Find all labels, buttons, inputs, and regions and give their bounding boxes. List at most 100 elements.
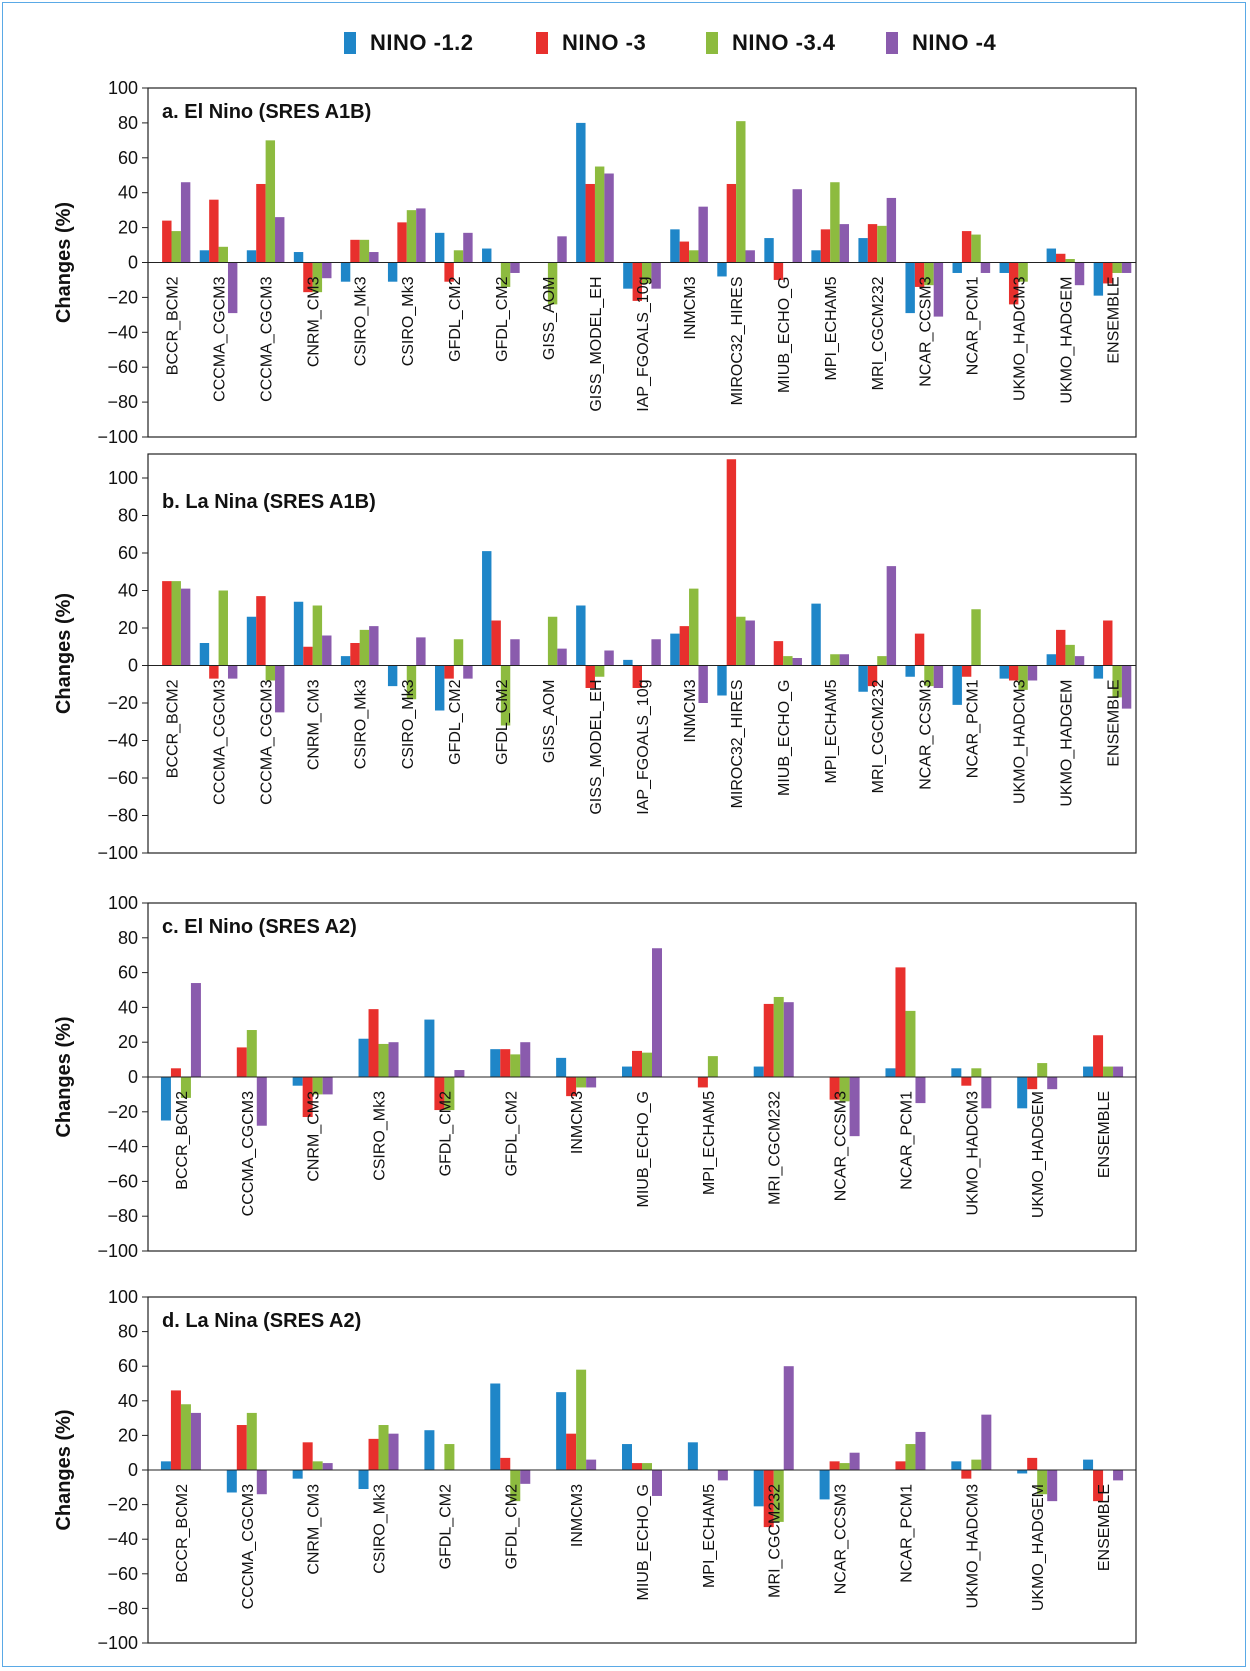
- bar: [236, 1425, 247, 1470]
- bar: [368, 1438, 379, 1470]
- bar: [753, 1066, 764, 1077]
- bar: [162, 581, 172, 666]
- y-tick-label: 0: [128, 656, 138, 676]
- category-label: BCCR_BCM2: [174, 1484, 191, 1583]
- bar: [576, 1077, 587, 1088]
- bar: [839, 1463, 850, 1470]
- category-label: NCAR_CCSM3: [917, 276, 934, 386]
- bar: [687, 1442, 698, 1470]
- legend-label: NINO -3: [562, 30, 647, 55]
- bar: [1018, 262, 1028, 282]
- bar: [190, 1412, 201, 1470]
- y-tick-label: −80: [107, 392, 138, 412]
- bar: [556, 1057, 567, 1077]
- bar: [162, 220, 172, 263]
- category-label: MIROC32_HIRES: [729, 277, 746, 406]
- bar: [246, 1030, 257, 1077]
- category-label: GFDL_CM2: [503, 1484, 520, 1569]
- bar: [811, 250, 821, 263]
- bar: [388, 1042, 399, 1077]
- category-label: CSIRO_Mk3: [353, 276, 370, 366]
- category-label: MRI_CGCM232: [767, 1091, 784, 1205]
- bar: [753, 1470, 764, 1507]
- bar: [434, 1077, 445, 1111]
- chart-title: c. El Nino (SRES A2): [162, 916, 357, 938]
- bar: [915, 1431, 926, 1470]
- category-label: CSIRO_Mk3: [372, 1091, 389, 1181]
- bar: [1018, 665, 1028, 690]
- y-tick-label: −20: [107, 287, 138, 307]
- category-label: INMCM3: [682, 276, 699, 339]
- y-tick-label: 80: [118, 506, 138, 526]
- bar: [322, 1463, 333, 1470]
- category-label: UKMO_HADCM3: [964, 1091, 981, 1216]
- category-label: MRI_CGCM232: [870, 679, 887, 793]
- bar: [180, 1077, 191, 1098]
- bar: [576, 605, 586, 666]
- bar: [397, 222, 407, 263]
- y-tick-label: 0: [128, 1460, 138, 1480]
- bar: [622, 1444, 632, 1470]
- bar: [1083, 1066, 1094, 1077]
- category-label: GFDL_CM2: [503, 1091, 520, 1176]
- bar: [679, 626, 690, 666]
- bar: [275, 665, 285, 713]
- category-label: CCCMA_CGCM3: [259, 679, 276, 804]
- bar: [246, 616, 257, 666]
- y-tick-label: 60: [118, 543, 138, 563]
- bar: [424, 1430, 435, 1470]
- y-tick-label: −60: [107, 357, 138, 377]
- bar: [858, 238, 868, 263]
- bar: [170, 1068, 181, 1077]
- bar: [312, 262, 323, 293]
- category-label: CCCMA_CGCM3: [259, 276, 276, 401]
- bar: [387, 262, 398, 282]
- category-label: CNRM_CM3: [306, 1091, 323, 1182]
- bar: [783, 1366, 794, 1470]
- bar: [924, 665, 934, 687]
- bar: [490, 1383, 501, 1470]
- bar: [275, 217, 285, 263]
- category-label: MPI_ECHAM5: [823, 276, 840, 380]
- bar: [1046, 654, 1057, 666]
- bar: [482, 551, 492, 666]
- bar: [971, 234, 981, 263]
- y-tick-label: 20: [118, 218, 138, 238]
- legend-label: NINO -3.4: [732, 30, 836, 55]
- category-label: INMCM3: [569, 1091, 586, 1154]
- bar: [652, 1470, 662, 1496]
- legend-item-nino-1-2: NINO -1.2: [344, 28, 474, 58]
- category-label: GFDL_CM2: [494, 679, 511, 764]
- bar: [265, 140, 276, 263]
- bar: [1047, 1077, 1058, 1090]
- chart-title: b. La Nina (SRES A1B): [162, 491, 376, 513]
- y-tick-label: 40: [118, 183, 138, 203]
- bar: [322, 1077, 333, 1095]
- y-tick-label: 60: [118, 963, 138, 983]
- bar: [180, 1404, 191, 1470]
- y-axis-label: Changes (%): [53, 593, 75, 714]
- legend-item-nino-4: NINO -4: [886, 28, 996, 58]
- bar: [886, 566, 897, 666]
- y-tick-label: 40: [118, 997, 138, 1017]
- bar: [736, 616, 746, 666]
- bar: [1121, 665, 1132, 709]
- bar: [463, 232, 473, 263]
- bar: [369, 626, 379, 666]
- bar: [406, 665, 417, 700]
- bar: [1017, 1470, 1028, 1474]
- bar: [246, 250, 257, 263]
- bar: [642, 1463, 652, 1470]
- bar: [388, 1433, 399, 1470]
- bar: [256, 183, 266, 263]
- bar: [586, 1077, 597, 1088]
- category-label: MPI_ECHAM5: [823, 679, 840, 783]
- category-label: CSIRO_Mk3: [353, 679, 370, 769]
- bar: [444, 262, 454, 282]
- y-tick-label: −40: [107, 1137, 138, 1157]
- bar: [924, 262, 934, 286]
- bar: [651, 262, 661, 289]
- category-label: MPI_ECHAM5: [701, 1091, 718, 1195]
- category-label: CCCMA_CGCM3: [212, 679, 229, 804]
